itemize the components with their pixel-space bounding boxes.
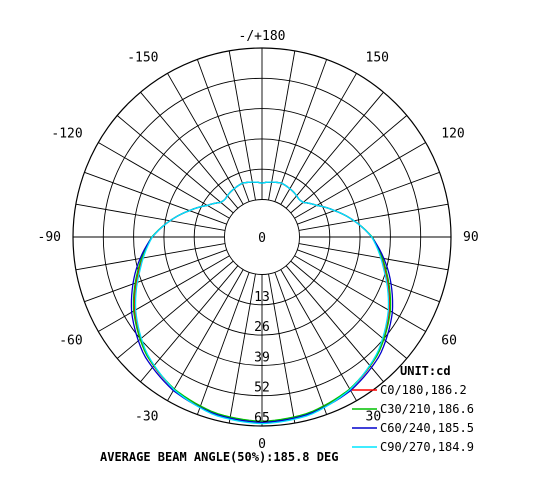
grid-spoke xyxy=(298,243,449,271)
legend-label-3: C90/270,184.9 xyxy=(380,440,474,454)
angle-label-6: -90 xyxy=(38,230,61,245)
grid-spoke xyxy=(84,249,227,303)
unit-label: UNIT:cd xyxy=(400,364,451,378)
grid-spoke xyxy=(297,171,440,225)
grid-spoke xyxy=(75,203,226,231)
grid-spoke xyxy=(75,243,226,271)
grid-spoke xyxy=(116,260,234,359)
radial-tick-65: 65 xyxy=(254,411,270,426)
grid-spoke xyxy=(290,260,408,359)
radial-labels: 0 13 26 39 52 65 xyxy=(254,231,270,426)
grid-spoke xyxy=(84,171,227,225)
grid-spoke xyxy=(298,203,449,231)
radial-tick-0: 0 xyxy=(258,231,266,246)
grid-spoke xyxy=(228,273,256,424)
angle-label-5: 90 xyxy=(463,230,479,245)
angle-label-0: -/+180 xyxy=(239,29,286,44)
angle-label-9: 30 xyxy=(366,409,382,424)
angle-labels: -/+180 150 -150 120 -120 90 -90 60 -60 30 -30 0 xyxy=(38,29,479,452)
grid-spoke xyxy=(294,255,426,332)
angle-label-3: 120 xyxy=(441,127,464,142)
series-curve-3 xyxy=(134,181,390,425)
angle-label-10: -30 xyxy=(135,409,158,424)
intensity-curves xyxy=(130,181,394,425)
grid-spoke xyxy=(268,50,296,201)
grid-spoke xyxy=(196,272,250,415)
grid-spoke xyxy=(290,115,408,214)
legend-label-2: C60/240,185.5 xyxy=(380,421,474,435)
radial-tick-26: 26 xyxy=(254,320,270,335)
legend: UNIT:cd C0/180,186.2 C30/210,186.6 C60/240… xyxy=(352,364,474,454)
grid-spoke xyxy=(140,91,239,209)
grid-spoke xyxy=(280,73,357,205)
grid-spoke xyxy=(228,50,256,201)
grid-spoke xyxy=(98,255,230,332)
grid-spoke xyxy=(280,269,357,401)
grid-spoke xyxy=(268,273,296,424)
grid-spoke xyxy=(167,269,244,401)
radial-tick-52: 52 xyxy=(254,381,270,396)
radial-tick-13: 13 xyxy=(254,290,270,305)
grid-spoke xyxy=(196,59,250,202)
legend-label-1: C30/210,186.6 xyxy=(380,402,474,416)
angle-label-2: -150 xyxy=(127,51,158,66)
grid-spoke xyxy=(285,265,384,383)
polar-grid xyxy=(72,47,452,427)
angle-label-8: -60 xyxy=(59,334,82,349)
grid-spoke xyxy=(285,91,384,209)
angle-label-11: 0 xyxy=(258,437,266,452)
grid-spoke xyxy=(297,249,440,303)
angle-label-7: 60 xyxy=(441,334,457,349)
grid-spoke xyxy=(140,265,239,383)
radial-tick-39: 39 xyxy=(254,350,270,365)
grid-spoke xyxy=(116,115,234,214)
angle-label-1: 150 xyxy=(366,51,389,66)
grid-spoke xyxy=(274,59,328,202)
grid-spoke xyxy=(167,73,244,205)
angle-label-4: -120 xyxy=(51,127,82,142)
beam-angle-footer: AVERAGE BEAM ANGLE(50%):185.8 DEG xyxy=(100,450,338,464)
grid-spoke xyxy=(274,272,328,415)
legend-label-0: C0/180,186.2 xyxy=(380,383,467,397)
